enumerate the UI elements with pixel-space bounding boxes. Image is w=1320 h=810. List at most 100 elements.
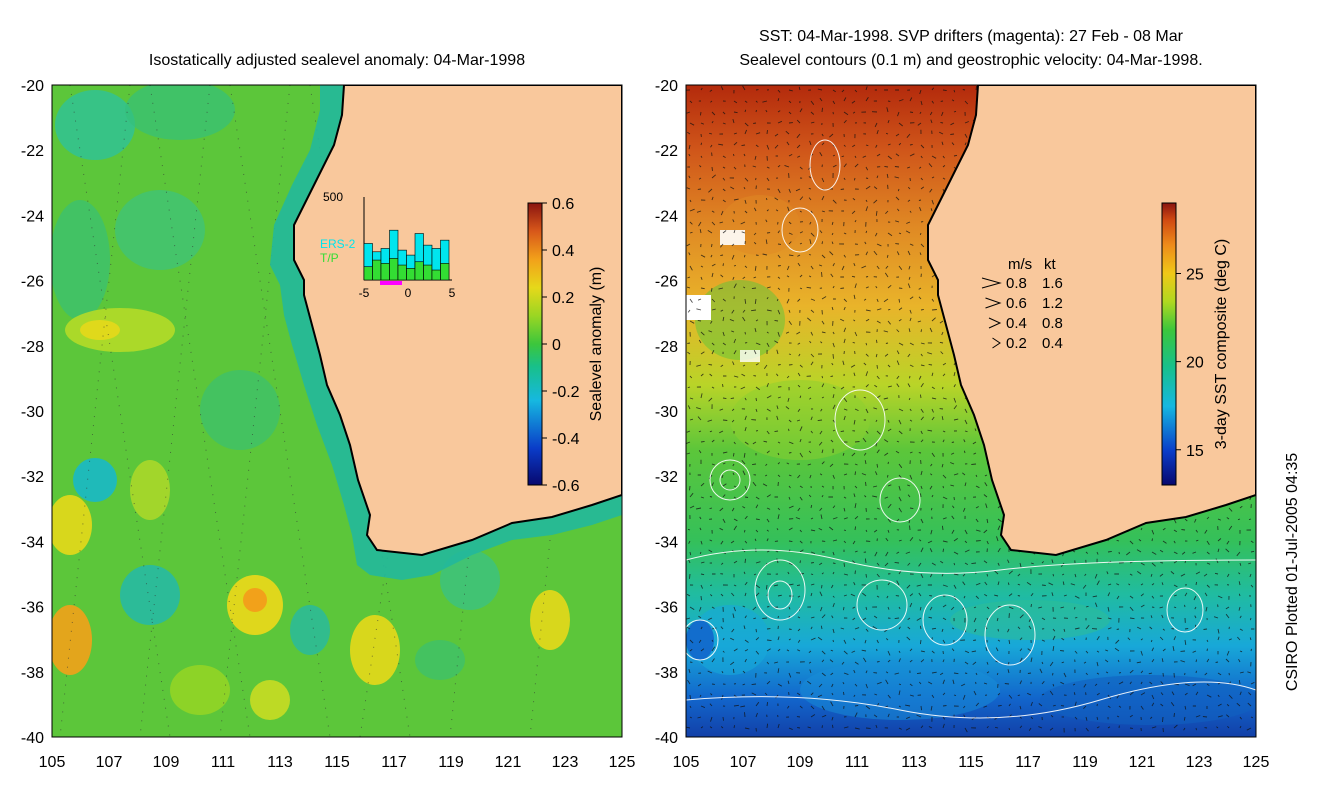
legend-tp: T/P xyxy=(320,251,339,265)
lat-tick-label: -30 xyxy=(21,404,44,421)
lon-tick-label: 117 xyxy=(381,754,407,771)
lat-tick-label: -22 xyxy=(655,143,678,160)
sla-colorbar-ticks: 0.6 0.4 0.2 0 -0.2 -0.4 -0.6 xyxy=(542,196,580,495)
inset-bar-tp xyxy=(440,263,450,281)
lon-tick-label: 125 xyxy=(1243,754,1270,771)
colorbar-tick-label: 20 xyxy=(1186,355,1204,372)
altimeter-sample-inset: 500 ERS-2 T/P -5 0 5 xyxy=(320,190,456,300)
colorbar-tick-label: 0.2 xyxy=(552,290,574,307)
legend-ers2: ERS-2 xyxy=(320,237,356,251)
lat-tick-label: -40 xyxy=(21,730,44,747)
lon-tick-label: 111 xyxy=(211,754,235,771)
inset-bar-tp xyxy=(397,264,407,281)
sealevel-contours xyxy=(686,139,1256,719)
lon-tick-label: 107 xyxy=(96,754,123,771)
inset-x-tick: 5 xyxy=(449,286,456,300)
velocity-scale-arrow xyxy=(988,317,1002,329)
inset-bar-tp xyxy=(423,264,433,281)
sla-anomaly-blobs xyxy=(52,85,570,720)
cloud-gap xyxy=(686,295,711,320)
inset-y-max-label: 500 xyxy=(323,190,343,204)
velocity-ms-value: 0.6 xyxy=(1006,295,1027,312)
velocity-scale-arrow xyxy=(992,337,1001,349)
inset-x-tick: -5 xyxy=(359,286,370,300)
velocity-kt-value: 0.4 xyxy=(1042,335,1063,352)
lat-tick-label: -20 xyxy=(21,78,44,95)
sst-texture xyxy=(686,195,1256,725)
lat-tick-label: -28 xyxy=(655,339,678,356)
lon-tick-label: 105 xyxy=(39,754,66,771)
left-panel-title: Isostatically adjusted sealevel anomaly:… xyxy=(148,52,526,69)
lat-tick-label: -32 xyxy=(21,469,44,486)
inset-bar-tp xyxy=(406,268,416,281)
left-map-frame xyxy=(51,84,623,738)
lon-tick-label: 113 xyxy=(267,754,293,771)
colorbar-tick-label: 0.6 xyxy=(552,196,574,213)
right-panel-title-line1: SST: 04-Mar-1998. SVP drifters (magenta)… xyxy=(759,28,1183,45)
right-panel-title-line2: Sealevel contours (0.1 m) and geostrophi… xyxy=(739,52,1203,69)
velocity-scale-arrow xyxy=(981,277,1002,289)
lat-tick-label: -38 xyxy=(655,665,678,682)
lon-tick-label: 121 xyxy=(495,754,522,771)
cloud-gap xyxy=(720,230,745,245)
velocity-ms-value: 0.4 xyxy=(1006,315,1027,332)
right-map xyxy=(686,85,1256,737)
lat-tick-label: -30 xyxy=(655,404,678,421)
velocity-kt-value: 1.2 xyxy=(1042,295,1063,312)
lon-tick-label: 123 xyxy=(1186,754,1213,771)
lat-tick-label: -32 xyxy=(655,469,678,486)
inset-bar-tp xyxy=(363,266,373,281)
cloud-gap xyxy=(740,350,760,362)
velocity-scale-arrow xyxy=(985,297,1002,309)
velocity-header-ms: m/s xyxy=(1008,256,1032,273)
inset-bars xyxy=(363,229,450,281)
sla-colorbar-label: Sealevel anomaly (m) xyxy=(588,267,605,422)
lon-tick-label: 109 xyxy=(153,754,180,771)
colorbar-tick-label: -0.4 xyxy=(552,431,580,448)
colorbar-tick-label: 25 xyxy=(1186,267,1204,284)
velocity-kt-value: 1.6 xyxy=(1042,275,1063,292)
lon-tick-label: 117 xyxy=(1015,754,1041,771)
lon-tick-label: 115 xyxy=(324,754,350,771)
lon-tick-label: 107 xyxy=(730,754,757,771)
lon-tick-label: 121 xyxy=(1129,754,1156,771)
right-map-frame xyxy=(685,84,1257,738)
inset-bar-tp xyxy=(389,258,399,281)
lat-tick-label: -20 xyxy=(655,78,678,95)
sst-colorbar-ticks: 25 20 15 xyxy=(1176,267,1204,460)
velocity-scale-legend: m/s kt 0.8 1.6 0.6 1.2 0.4 0.8 0.2 0.4 xyxy=(981,256,1063,352)
credit-line: CSIRO Plotted 01-Jul-2005 04:35 xyxy=(1284,453,1301,691)
lat-tick-label: -24 xyxy=(655,208,678,225)
inset-bar-tp xyxy=(380,263,390,281)
lat-tick-label: -40 xyxy=(655,730,678,747)
lat-tick-label: -34 xyxy=(21,534,44,551)
inset-x-tick: 0 xyxy=(405,286,412,300)
colorbar-tick-label: 15 xyxy=(1186,443,1204,460)
lat-tick-label: -24 xyxy=(21,208,44,225)
lat-tick-label: -26 xyxy=(21,274,44,291)
axis-tick-labels: -20 -20 -22 -22 -24 -24 -26 -26 -28 -28 -30 -30 -32 -… xyxy=(21,78,1270,771)
colorbar-tick-label: -0.2 xyxy=(552,384,580,401)
sla-colorbar: 0.6 0.4 0.2 0 -0.2 -0.4 -0.6 Sealevel anomaly … xyxy=(527,196,605,495)
lat-tick-label: -34 xyxy=(655,534,678,551)
velocity-legend-rows: 0.8 1.6 0.6 1.2 0.4 0.8 0.2 0.4 xyxy=(981,275,1063,352)
lon-tick-label: 125 xyxy=(609,754,636,771)
lon-tick-label: 105 xyxy=(673,754,700,771)
lon-tick-label: 109 xyxy=(787,754,814,771)
lat-tick-label: -22 xyxy=(21,143,44,160)
lat-tick-label: -38 xyxy=(21,665,44,682)
velocity-ms-value: 0.2 xyxy=(1006,335,1027,352)
colorbar-tick-label: 0.4 xyxy=(552,243,574,260)
lat-tick-label: -26 xyxy=(655,274,678,291)
lon-tick-label: 119 xyxy=(438,754,464,771)
lat-tick-label: -36 xyxy=(21,600,44,617)
inset-bar-tp xyxy=(372,259,382,281)
lon-tick-label: 111 xyxy=(845,754,869,771)
velocity-kt-value: 0.8 xyxy=(1042,315,1063,332)
drifter-window-marker xyxy=(380,281,402,285)
lat-tick-label: -36 xyxy=(655,600,678,617)
velocity-ms-value: 0.8 xyxy=(1006,275,1027,292)
lon-tick-label: 119 xyxy=(1072,754,1098,771)
inset-bar-tp xyxy=(431,269,441,281)
